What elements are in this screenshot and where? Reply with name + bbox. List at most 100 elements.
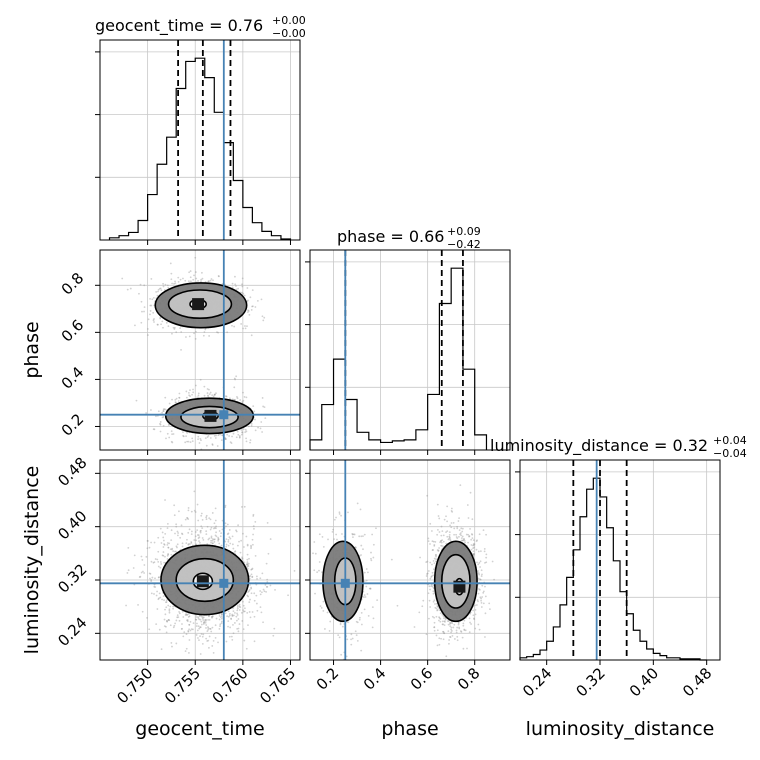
sample-point xyxy=(257,426,259,429)
sample-point xyxy=(184,614,187,616)
sample-point xyxy=(182,435,185,438)
sample-point xyxy=(436,609,439,612)
sample-point xyxy=(146,547,149,550)
sample-point xyxy=(200,620,203,623)
sample-point xyxy=(468,535,471,537)
sample-point xyxy=(157,560,160,563)
sample-point xyxy=(461,535,464,538)
sample-point xyxy=(431,540,434,543)
sample-point xyxy=(212,639,215,642)
sample-point xyxy=(322,546,325,548)
sample-point xyxy=(457,621,460,624)
sample-point xyxy=(432,549,434,551)
sample-point xyxy=(234,550,237,553)
sample-point xyxy=(390,558,393,561)
title-phase-sub: −0.42 xyxy=(447,238,481,251)
sample-point xyxy=(143,284,146,287)
sample-point xyxy=(204,328,207,331)
sample-point xyxy=(196,529,199,531)
sample-point xyxy=(150,592,153,595)
sample-point xyxy=(153,321,155,323)
sample-point xyxy=(460,539,463,542)
sample-point xyxy=(439,612,442,615)
sample-point xyxy=(170,553,173,556)
sample-point xyxy=(121,277,124,280)
sample-point xyxy=(159,527,162,530)
sample-point xyxy=(214,519,217,522)
sample-point xyxy=(201,277,204,280)
sample-point xyxy=(436,528,439,531)
sample-point xyxy=(192,628,194,631)
sample-point xyxy=(460,631,463,633)
sample-point xyxy=(228,435,231,437)
sample-point xyxy=(214,507,217,510)
sample-point xyxy=(208,618,211,621)
sample-point xyxy=(173,504,176,507)
sample-point xyxy=(182,434,185,437)
pair-frame xyxy=(99,459,301,661)
sample-point xyxy=(435,615,438,618)
sample-point xyxy=(179,536,182,539)
sample-point xyxy=(491,560,494,563)
sample-point xyxy=(206,394,209,397)
sample-point xyxy=(429,588,431,591)
sample-point xyxy=(148,572,151,575)
sample-point xyxy=(235,529,237,532)
sample-point xyxy=(436,644,439,647)
sample-point xyxy=(435,602,438,605)
sample-point xyxy=(485,553,488,556)
sample-point xyxy=(200,529,202,532)
sample-point xyxy=(165,599,168,602)
sample-point xyxy=(202,616,205,619)
sample-point xyxy=(132,567,135,569)
sample-point xyxy=(339,623,342,626)
sample-point xyxy=(224,522,227,525)
sample-point xyxy=(363,594,366,596)
sample-point xyxy=(322,600,325,603)
sample-point xyxy=(435,607,438,610)
sample-point xyxy=(260,421,263,423)
sample-point xyxy=(437,515,440,517)
sample-point xyxy=(313,569,316,572)
sample-point xyxy=(256,299,259,302)
sample-point xyxy=(210,526,213,529)
sample-point xyxy=(241,431,244,434)
sample-point xyxy=(435,558,438,561)
sample-point xyxy=(214,437,217,439)
sample-point xyxy=(153,585,156,588)
sample-point xyxy=(187,518,190,521)
sample-point xyxy=(159,422,161,425)
sample-point xyxy=(232,610,235,613)
sample-point xyxy=(243,396,246,398)
sample-point xyxy=(218,615,221,617)
sample-point xyxy=(476,539,478,542)
sample-point xyxy=(484,636,486,638)
sample-point xyxy=(363,596,365,598)
sample-point xyxy=(251,543,254,546)
sample-point xyxy=(448,535,451,538)
sample-point xyxy=(203,620,206,623)
sample-point xyxy=(224,437,227,440)
sample-point xyxy=(236,395,238,398)
sample-point xyxy=(455,631,458,634)
sample-point xyxy=(449,536,451,539)
sample-point xyxy=(235,615,238,618)
sample-point xyxy=(433,626,436,629)
sample-point xyxy=(365,568,368,570)
sample-point xyxy=(321,571,323,574)
sample-point xyxy=(188,628,190,631)
sample-point xyxy=(125,604,127,607)
sample-point xyxy=(244,431,247,434)
sample-point xyxy=(181,627,183,630)
sample-point xyxy=(197,279,199,282)
sample-point xyxy=(479,578,482,581)
sample-point xyxy=(363,533,366,536)
sample-point xyxy=(166,620,168,622)
sample-point xyxy=(190,541,193,543)
sample-point xyxy=(177,532,180,534)
sample-point xyxy=(207,280,210,283)
sample-point xyxy=(449,622,452,624)
sample-point xyxy=(210,541,212,544)
sample-point xyxy=(274,588,276,591)
sample-point xyxy=(249,584,251,586)
